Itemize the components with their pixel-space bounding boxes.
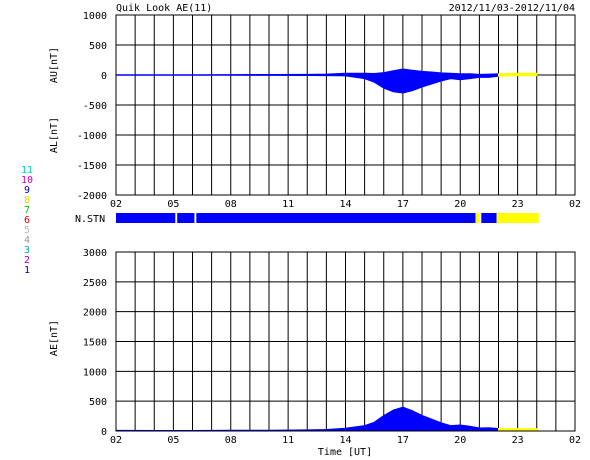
y-tick-label: -500 [83,101,107,112]
y-tick-label: 1500 [83,338,107,349]
station-legend-label: 9 [24,185,30,196]
x-tick-label: 05 [167,435,179,446]
x-tick-label: 23 [512,435,524,446]
station-row-label: N.STN [75,214,105,225]
y-tick-label: 0 [101,427,107,438]
x-tick-label: 02 [569,435,581,446]
x-tick-label: 11 [282,435,294,446]
ae-series-area [115,406,499,432]
station-count-row [116,213,539,223]
x-tick-label: 14 [339,199,351,210]
x-tick-label: 08 [225,435,237,446]
y-tick-label: 3000 [83,248,107,259]
al-provisional-area [498,74,538,77]
station-legend-label: 4 [24,235,30,246]
chart-title: Quik Look AE(11) [116,3,212,14]
y-tick-label: -2000 [77,191,107,202]
y-tick-label: 0 [101,71,107,82]
ae-axis-label: AE[nT] [49,320,60,356]
x-tick-label: 14 [339,435,351,446]
station-bar-segment [496,213,539,223]
ae-plot-frame [115,251,576,432]
y-tick-label: -1500 [77,161,107,172]
station-bar-segment [116,213,176,223]
al-series-area [115,74,499,94]
station-legend-label: 3 [24,245,30,256]
station-bar-segment [177,213,195,223]
y-tick-label: -1000 [77,131,107,142]
al-axis-label: AL[nT] [49,117,60,153]
station-legend-label: 11 [21,165,33,176]
station-legend-label: 1 [24,265,30,276]
x-tick-label: 17 [397,199,409,210]
station-legend-label: 10 [21,175,33,186]
date-range: 2012/11/03-2012/11/04 [449,3,575,14]
y-tick-label: 500 [89,397,107,408]
station-legend-label: 2 [24,255,30,266]
station-bar-segment [196,213,476,223]
x-tick-label: 05 [167,199,179,210]
station-legend-label: 5 [24,225,30,236]
x-tick-label: 02 [110,199,122,210]
x-tick-label: 08 [225,199,237,210]
x-tick-label: 11 [282,199,294,210]
station-legend-label: 8 [24,195,30,206]
y-tick-label: 500 [89,41,107,52]
x-tick-label: 23 [512,199,524,210]
y-tick-label: 1000 [83,367,107,378]
station-legend-label: 6 [24,215,30,226]
station-bar-segment [475,213,480,223]
x-tick-label: 02 [110,435,122,446]
x-tick-label: 02 [569,199,581,210]
au-axis-label: AU[nT] [49,47,60,83]
y-tick-label: 2500 [83,278,107,289]
x-tick-label: 20 [454,435,466,446]
station-bar-segment [481,213,497,223]
y-tick-label: 1000 [83,11,107,22]
x-tick-label: 17 [397,435,409,446]
au-al-plot-frame [115,14,576,196]
y-tick-label: 2000 [83,308,107,319]
x-tick-label: 20 [454,199,466,210]
station-legend-label: 7 [24,205,30,216]
time-axis-label: Time [UT] [318,447,372,458]
